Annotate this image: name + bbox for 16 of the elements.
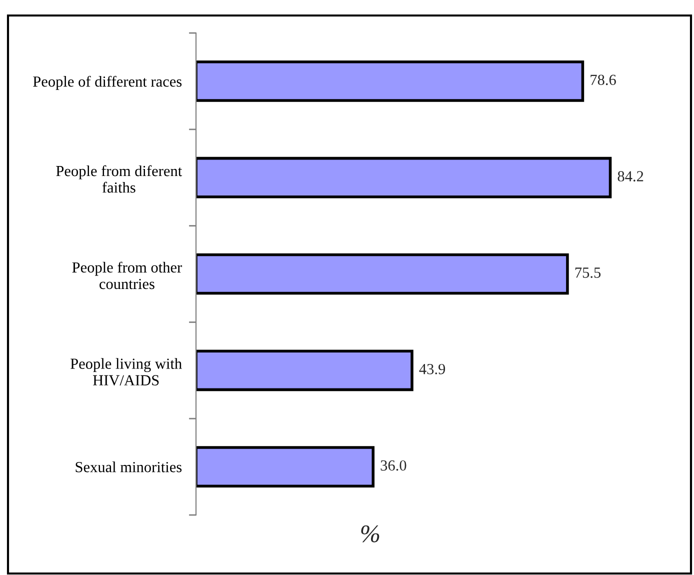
y-tick-label: People from diferent faiths [56,165,182,193]
y-tick-label: People from other countries [72,262,182,290]
data-label: 36.0 [380,460,406,471]
data-label: 78.6 [590,74,616,86]
y-tick-label: Sexual minorities [76,462,182,472]
x-axis-title: % [361,525,380,542]
data-label: 43.9 [419,364,446,374]
bar [196,253,569,295]
bar [196,350,414,392]
data-label: 84.2 [618,171,644,182]
bar [196,60,584,102]
data-label: 75.5 [575,268,601,278]
y-tick-label: People living with HIV/AIDS [70,358,182,386]
y-tick-label: People of different races [33,76,182,90]
bar [196,446,375,488]
bar [196,156,612,198]
